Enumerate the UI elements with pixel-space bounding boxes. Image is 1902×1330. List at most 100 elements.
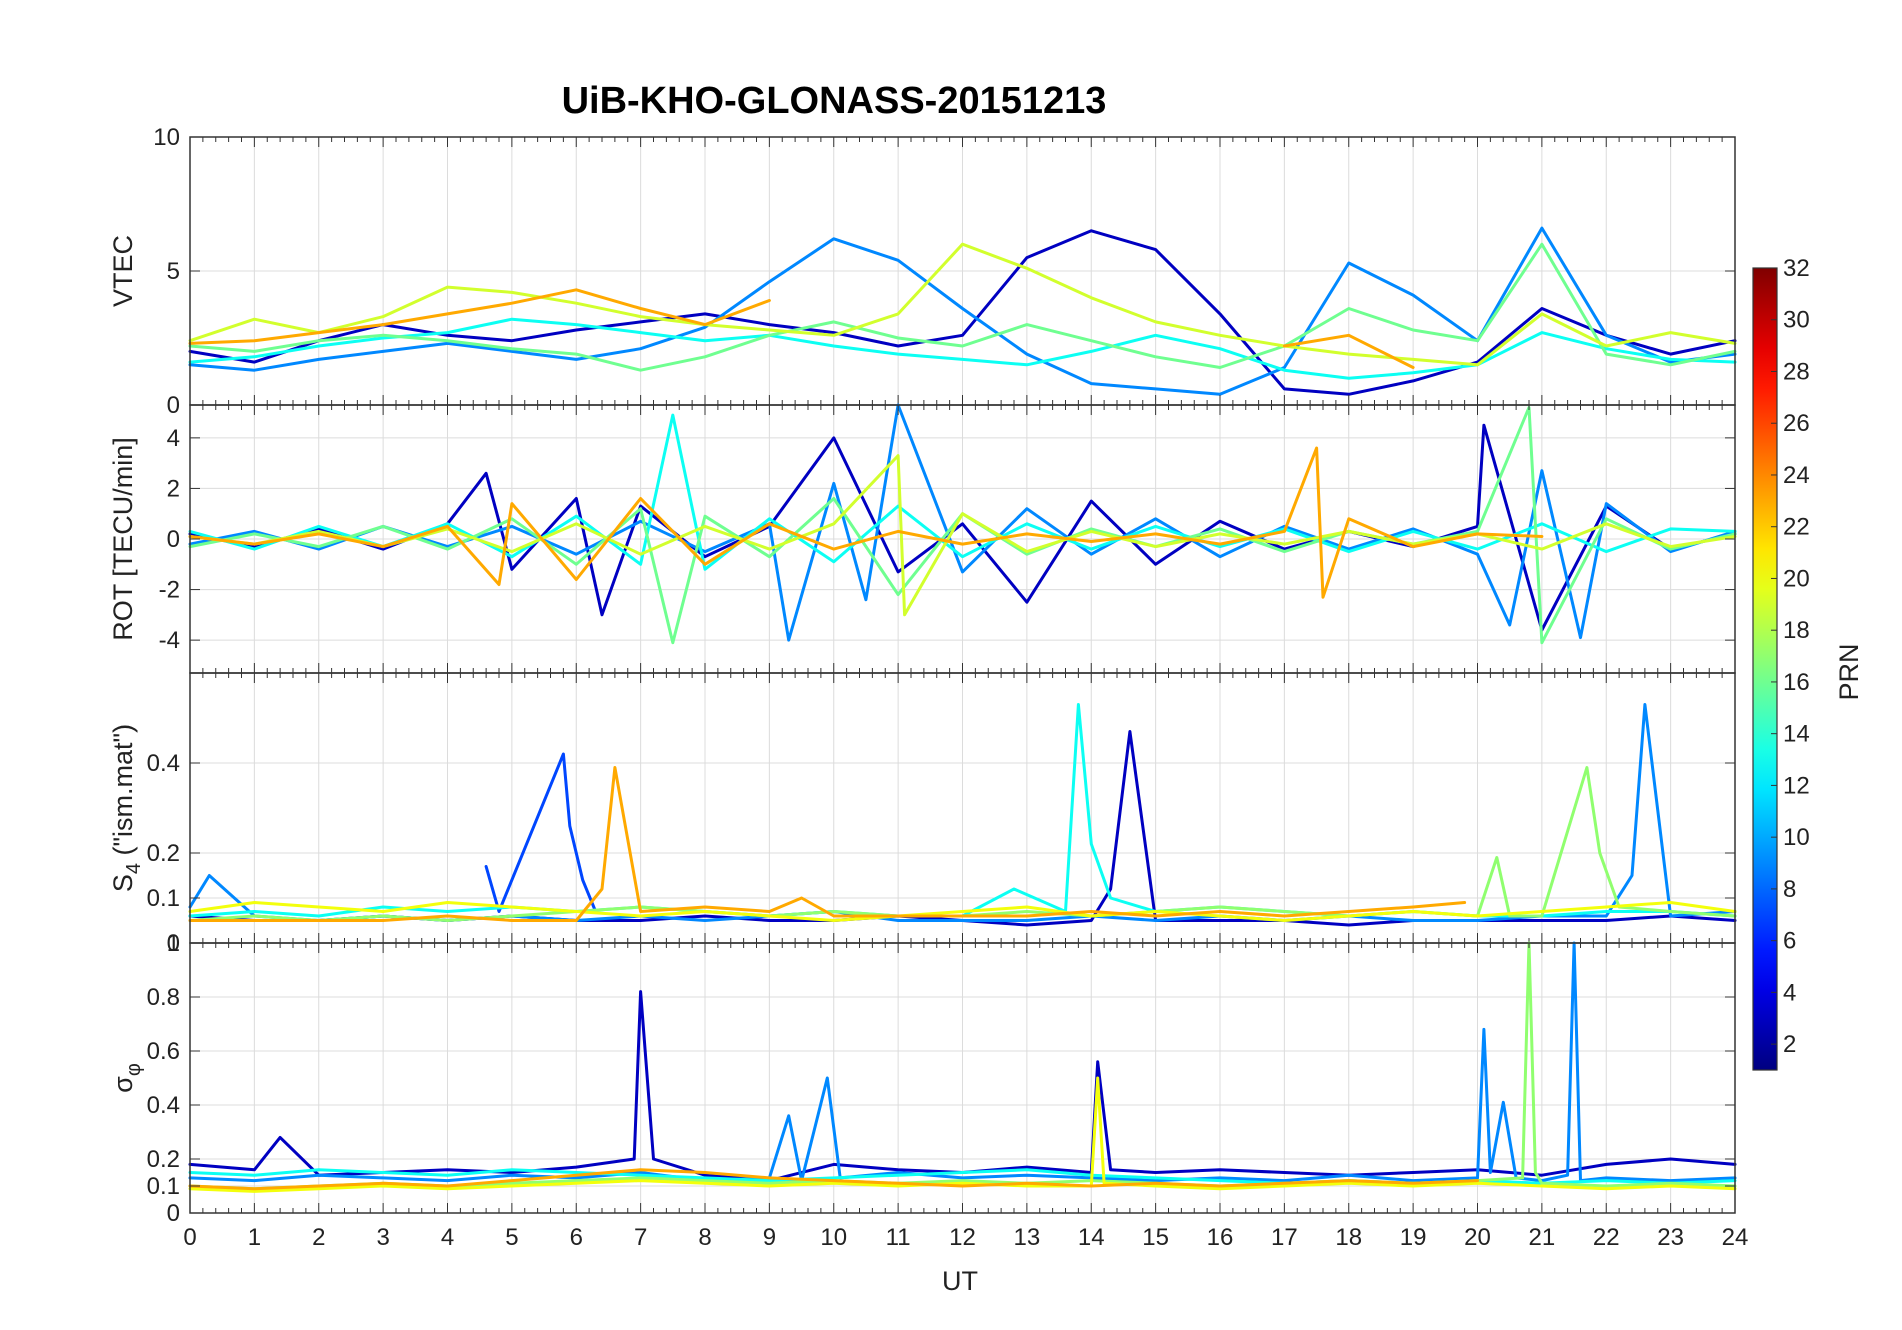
y-tick-label: 0.8 xyxy=(147,984,180,1011)
series-prn-20 xyxy=(188,901,1737,922)
x-axis-label: UT xyxy=(942,1266,978,1296)
colorbar-tick-label: 8 xyxy=(1783,876,1796,903)
series-prn-3 xyxy=(188,229,1737,396)
y-tick-label: 0.4 xyxy=(147,1092,180,1119)
colorbar-tick-label: 12 xyxy=(1783,772,1810,799)
y-tick-label: -2 xyxy=(159,577,180,604)
series-prn-7 xyxy=(484,752,598,913)
y-axis-label: σφ xyxy=(108,1063,145,1093)
colorbar-tick-label: 32 xyxy=(1783,255,1810,282)
colorbar-tick-label: 16 xyxy=(1783,669,1810,696)
colorbar-tick-label: 18 xyxy=(1783,617,1810,644)
series-group xyxy=(188,941,1737,1193)
x-tick-label: 0 xyxy=(183,1224,196,1251)
y-tick-label: 0.1 xyxy=(147,1173,180,1200)
series-prn-13 xyxy=(188,413,1737,571)
series-group xyxy=(188,403,1737,645)
series-prn-16 xyxy=(188,242,1737,372)
x-tick-label: 23 xyxy=(1657,1224,1684,1251)
series-group xyxy=(188,703,1737,927)
y-tick-label: 10 xyxy=(153,124,180,151)
y-axis-label-main: S xyxy=(108,874,138,892)
y-tick-label: 0.4 xyxy=(147,750,180,777)
x-tick-label: 1 xyxy=(248,1224,261,1251)
series-prn-9 xyxy=(188,403,1737,642)
colorbar-tick-label: 26 xyxy=(1783,410,1810,437)
series-prn-19 xyxy=(188,242,1737,367)
x-tick-label: 4 xyxy=(441,1224,454,1251)
y-tick-label: 4 xyxy=(167,425,180,452)
colorbar-tick-label: 2 xyxy=(1783,1031,1796,1058)
y-tick-label: 1 xyxy=(167,930,180,957)
y-tick-label: 0 xyxy=(167,392,180,419)
colorbar-label: PRN xyxy=(1834,643,1864,700)
x-tick-label: 22 xyxy=(1593,1224,1620,1251)
y-tick-label: 0.6 xyxy=(147,1038,180,1065)
series-prn-23 xyxy=(188,446,1544,599)
series-prn-23 xyxy=(188,288,1415,369)
x-tick-label: 10 xyxy=(820,1224,847,1251)
x-tick-label: 5 xyxy=(505,1224,518,1251)
y-axis-label-subscript: 4 xyxy=(123,863,145,874)
y-axis-label: S4 ("ism.mat") xyxy=(108,724,145,892)
x-tick-label: 14 xyxy=(1078,1224,1105,1251)
y-tick-label: 0.2 xyxy=(147,840,180,867)
y-tick-label: 0 xyxy=(167,930,180,957)
y-tick-label: 0 xyxy=(167,1200,180,1227)
colorbar-tick-label: 24 xyxy=(1783,462,1810,489)
x-tick-label: 12 xyxy=(949,1224,976,1251)
colorbar-tick-label: 6 xyxy=(1783,928,1796,955)
x-tick-label: 15 xyxy=(1142,1224,1169,1251)
panel-s4: 00.10.20.4S4 ("ism.mat") xyxy=(108,672,1737,957)
y-axis-label: ROT [TECU/min] xyxy=(108,437,138,641)
x-tick-label: 7 xyxy=(634,1224,647,1251)
y-tick-label: 0.2 xyxy=(147,1146,180,1173)
y-tick-label: 5 xyxy=(167,258,180,285)
x-tick-label: 20 xyxy=(1464,1224,1491,1251)
colorbar-tick-label: 20 xyxy=(1783,565,1810,592)
x-tick-label: 16 xyxy=(1207,1224,1234,1251)
y-tick-label: 0.1 xyxy=(147,885,180,912)
x-tick-label: 18 xyxy=(1335,1224,1362,1251)
x-tick-label: 3 xyxy=(376,1224,389,1251)
x-tick-label: 21 xyxy=(1529,1224,1556,1251)
panel-vtec: 0 5 10 VTEC xyxy=(108,124,1737,419)
x-tick-label: 8 xyxy=(698,1224,711,1251)
colorbar-scale xyxy=(1752,267,1778,1071)
y-axis-label-main: σ xyxy=(108,1076,138,1093)
chart-title: UiB-KHO-GLONASS-20151213 xyxy=(562,80,1107,122)
x-tick-label: 24 xyxy=(1722,1224,1749,1251)
panel-rot: -4 -2 0 2 4 ROT [TECU/min] xyxy=(108,403,1737,674)
colorbar-tick-label: 14 xyxy=(1783,721,1810,748)
colorbar-tick-label: 30 xyxy=(1783,307,1810,334)
y-axis-label: VTEC xyxy=(108,235,138,307)
colorbar-tick-label: 10 xyxy=(1783,824,1810,851)
y-tick-label: 0 xyxy=(167,526,180,553)
x-tick-label: 13 xyxy=(1014,1224,1041,1251)
series-prn-3 xyxy=(188,990,1737,1183)
colorbar-tick-label: 22 xyxy=(1783,514,1810,541)
y-axis-label-rest: ("ism.mat") xyxy=(108,724,138,863)
series-group xyxy=(188,226,1737,396)
series-prn-23 xyxy=(188,1168,1479,1191)
colorbar-tick-label: 28 xyxy=(1783,358,1810,385)
x-tick-label: 19 xyxy=(1400,1224,1427,1251)
y-axis-label-subscript: φ xyxy=(123,1063,145,1076)
x-tick-label: 6 xyxy=(570,1224,583,1251)
series-prn-3 xyxy=(188,423,1737,632)
series-prn-20 xyxy=(188,1076,1737,1193)
x-tick-label: 11 xyxy=(886,1224,911,1251)
x-tick-label: 9 xyxy=(763,1224,776,1251)
colorbar-tick-label: 4 xyxy=(1783,979,1796,1006)
x-tick-label: 2 xyxy=(312,1224,325,1251)
series-prn-23 xyxy=(188,766,1467,922)
y-tick-label: 2 xyxy=(167,475,180,502)
y-tick-label: -4 xyxy=(159,627,180,654)
x-tick-label: 17 xyxy=(1271,1224,1298,1251)
